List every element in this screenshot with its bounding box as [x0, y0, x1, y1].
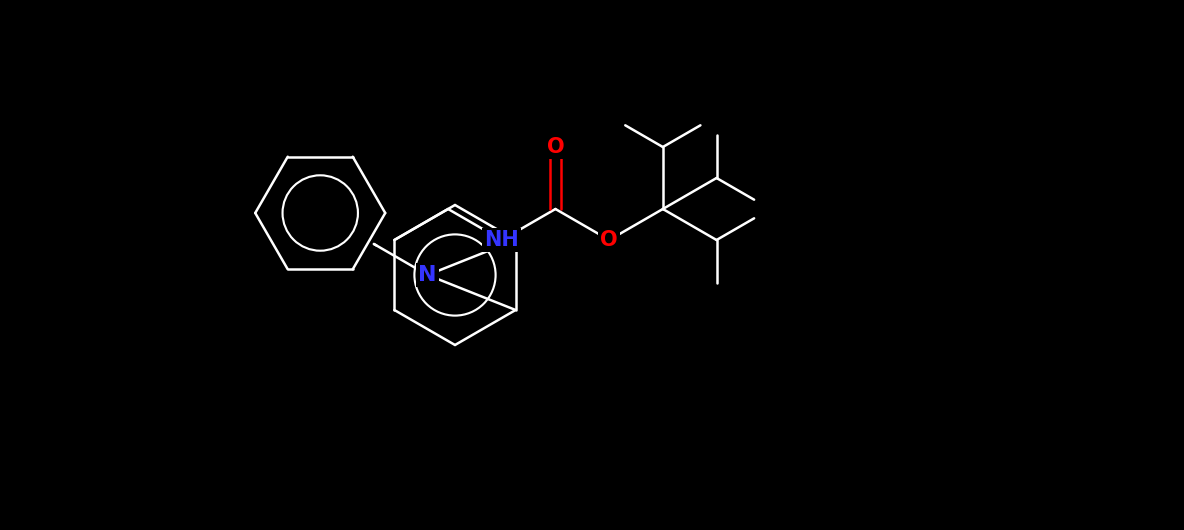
Text: NH: NH [484, 230, 519, 250]
Text: O: O [600, 230, 618, 250]
Text: N: N [418, 265, 437, 285]
Text: O: O [547, 137, 565, 157]
